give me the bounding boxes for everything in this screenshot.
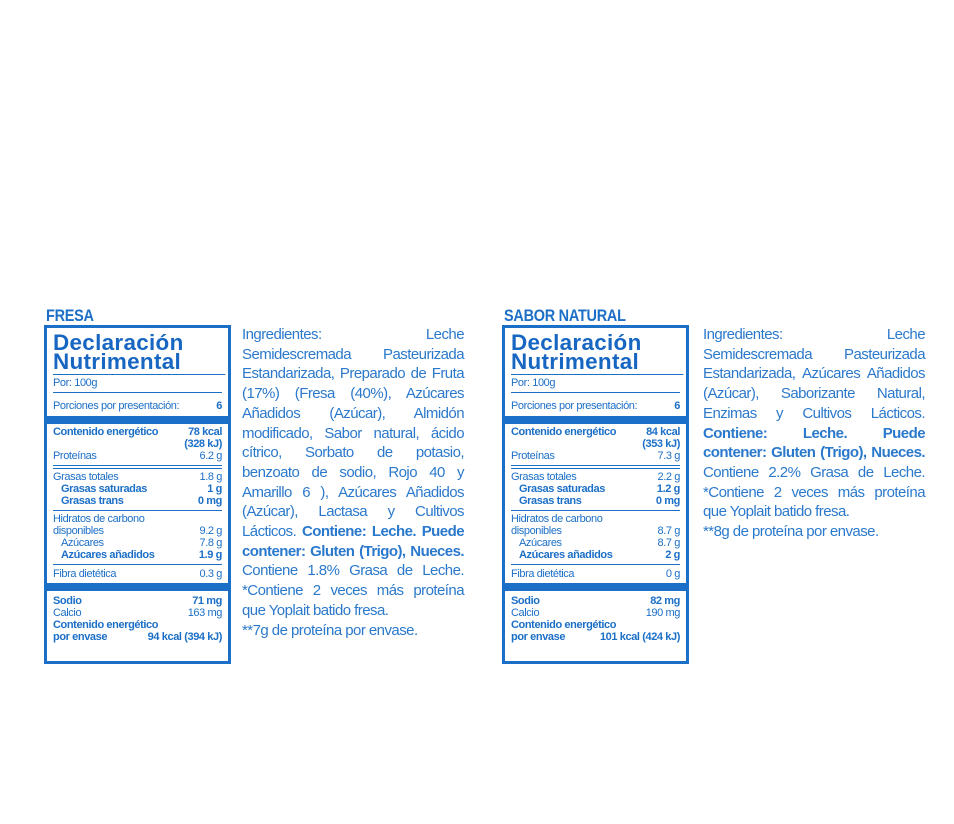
ingredients-text: Ingredientes: Leche Semidescremada Paste…: [242, 326, 465, 639]
serving-size: Por: 100g: [511, 375, 680, 393]
fat-section: Grasas totales 2.2 g Grasas saturadas 1.2 …: [511, 468, 680, 511]
nutrition-facts-table: Declaración Nutrimental Por: 100g Porcion…: [44, 325, 231, 664]
carbs-section: Hidratos de carbono disponibles 9.2 g Azú…: [53, 511, 222, 565]
minerals-section: Sodio 82 mg Calcio 190 mg Contenido energé…: [511, 595, 680, 643]
fat-section: Grasas totales 1.8 g Grasas saturadas 1 g …: [53, 468, 222, 511]
divider: [505, 583, 686, 591]
energy-section: Contenido energético 78 kcal (328 kJ) Pro…: [53, 424, 222, 466]
table-title: Declaración Nutrimental: [511, 328, 684, 375]
divider: [505, 416, 686, 424]
divider: [47, 416, 228, 424]
carbs-section: Hidratos de carbono disponibles 8.7 g Azú…: [511, 511, 680, 565]
fiber-row: Fibra dietética 0 g: [511, 568, 680, 580]
table-title: Declaración Nutrimental: [53, 328, 226, 375]
servings-row: Porciones por presentación: 6: [53, 400, 222, 412]
serving-size: Por: 100g: [53, 375, 222, 393]
flavor-title: FRESA: [46, 306, 94, 325]
servings-row: Porciones por presentación: 6: [511, 400, 680, 412]
ingredients-text: Ingredientes: Leche Semidescremada Paste…: [703, 326, 926, 541]
minerals-section: Sodio 71 mg Calcio 163 mg Contenido energé…: [53, 595, 222, 643]
fiber-row: Fibra dietética 0.3 g: [53, 568, 222, 580]
nutrition-facts-table: Declaración Nutrimental Por: 100g Porcion…: [502, 325, 689, 664]
flavor-title: SABOR NATURAL: [504, 306, 626, 325]
energy-section: Contenido energético 84 kcal (353 kJ) Pro…: [511, 424, 680, 466]
divider: [47, 583, 228, 591]
